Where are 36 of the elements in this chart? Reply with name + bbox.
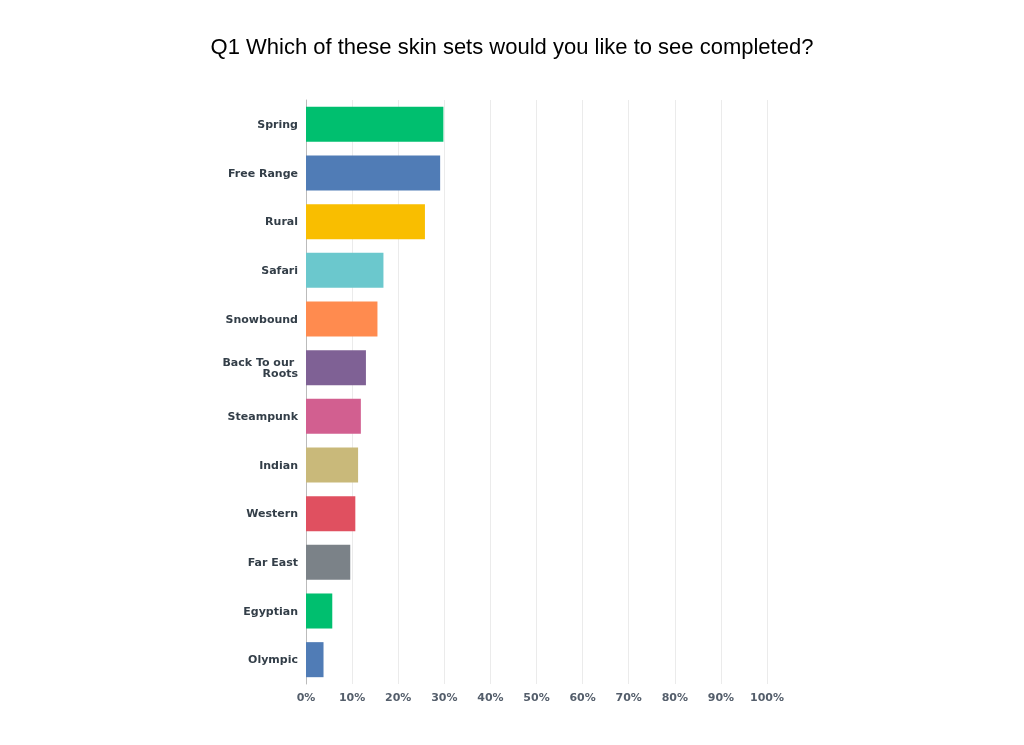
y-tick-label: Free Range: [227, 166, 298, 180]
bar: [306, 593, 333, 629]
y-tick-label: Snowbound: [225, 312, 298, 326]
y-tick-label: Rural: [265, 215, 298, 229]
y-tick-label: Indian: [259, 458, 298, 472]
x-tick-label: 90%: [707, 691, 735, 704]
x-tick-label: 50%: [523, 691, 550, 704]
x-tick-label: 70%: [615, 691, 642, 704]
chart-title: Q1 Which of these skin sets would you like to see completed?: [210, 33, 814, 59]
bar: [306, 204, 425, 240]
x-tick-label: 40%: [477, 691, 504, 704]
x-tick-label: 0%: [296, 691, 316, 704]
y-tick-label: Western: [246, 507, 298, 521]
bar: [306, 106, 444, 142]
y-tick-label: Spring: [257, 117, 298, 131]
x-tick-label: 30%: [431, 691, 458, 704]
y-tick-label: Egyptian: [243, 604, 298, 618]
bar: [306, 252, 384, 288]
bar: [306, 496, 356, 532]
bar: [306, 398, 361, 434]
y-tick-label: Safari: [261, 263, 298, 277]
y-tick-label: Far East: [247, 555, 298, 569]
y-tick-label: Back To our Roots: [222, 355, 299, 380]
bar: [306, 350, 366, 386]
bar: [306, 447, 359, 483]
bar: [306, 642, 324, 678]
x-tick-label: 60%: [569, 691, 596, 704]
bar: [306, 301, 378, 337]
x-tick-label: 80%: [661, 691, 688, 704]
x-tick-label: 100%: [750, 691, 784, 704]
y-tick-label: Steampunk: [227, 409, 299, 423]
x-tick-label: 20%: [385, 691, 412, 704]
y-tick-label: Olympic: [248, 653, 298, 667]
bar: [306, 544, 351, 580]
bar: [306, 155, 441, 191]
x-tick-label: 10%: [338, 691, 366, 704]
